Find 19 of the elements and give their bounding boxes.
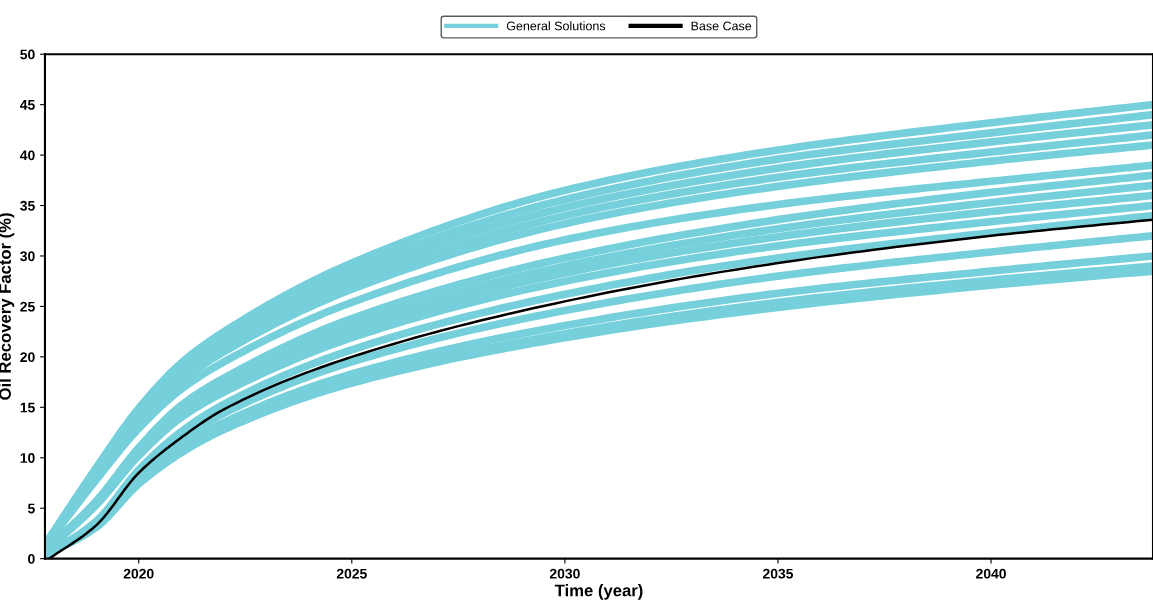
x-tick-label: 2040 [976,568,1006,579]
y-tick-label: 50 [20,49,35,60]
y-tick-label: 40 [20,150,35,161]
y-tick-label: 5 [27,503,35,514]
legend-label: General Solutions [506,21,606,31]
y-tick-label: 20 [20,352,35,363]
y-tick-label: 0 [28,553,35,564]
y-tick-label: 45 [20,100,35,110]
x-tick-label: 2030 [549,568,580,579]
x-tick-label: 2035 [763,568,794,579]
y-tick-label: 25 [20,301,35,312]
y-tick-label: 35 [20,200,35,211]
x-axis-title: Time (year) [554,584,643,600]
x-tick-label: 2020 [123,568,154,579]
y-tick-label: 10 [20,453,35,463]
legend-label: Base Case [691,21,752,31]
y-tick-label: 15 [20,402,35,413]
y-tick-label: 30 [20,251,35,262]
x-tick-label: 2025 [336,568,367,579]
